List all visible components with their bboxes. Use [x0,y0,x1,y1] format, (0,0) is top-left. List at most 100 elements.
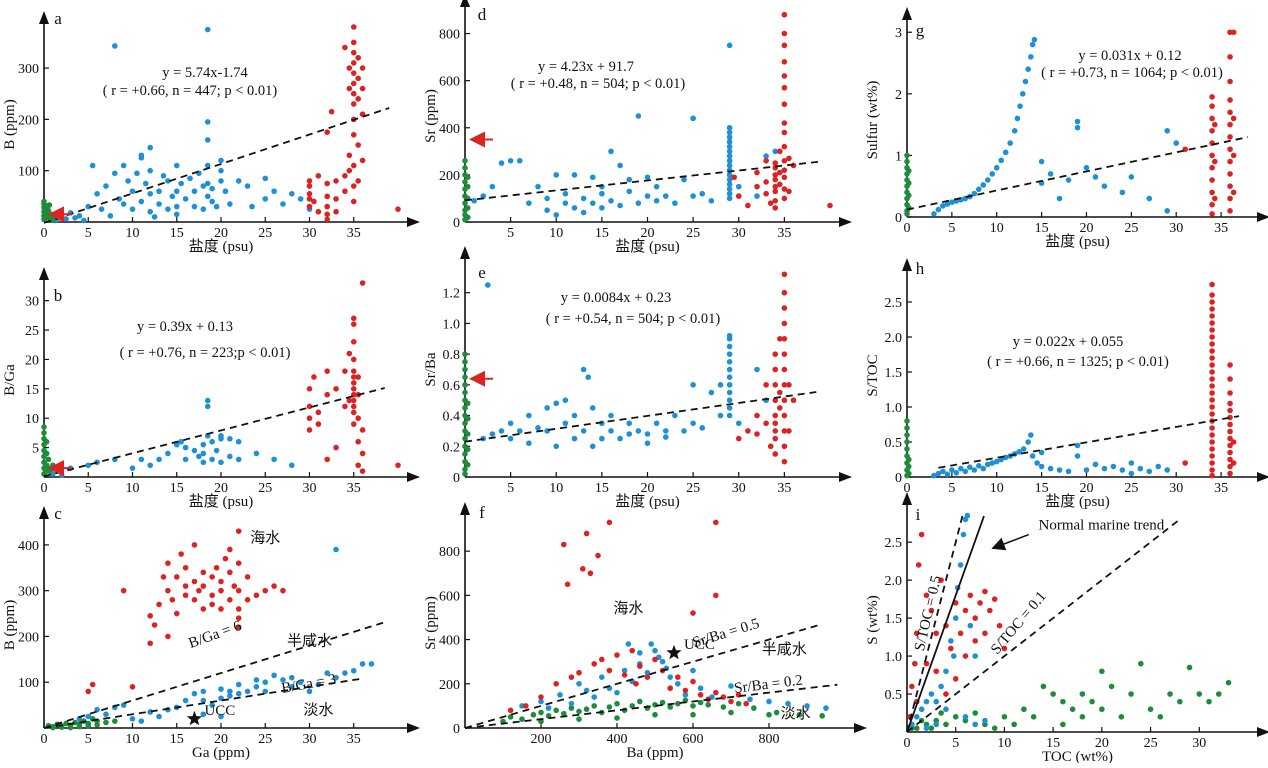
point-marine [772,397,779,404]
point-marine [200,583,207,589]
point-marine [359,280,366,286]
point-marine [772,160,779,166]
point-marine [1209,432,1215,438]
point-brackish [138,718,145,724]
point-marine [523,703,529,709]
point-freshwater [462,382,468,388]
x-tick-label: 35 [347,732,361,747]
point-marine [987,607,993,614]
ratio-line [906,511,965,733]
x-axis-label: 盐度 (psu) [189,493,254,510]
point-freshwater [705,701,711,708]
point-brackish [297,196,304,202]
y-axis-label: Sr (ppm) [423,89,439,143]
point-brackish [562,200,569,206]
point-brackish [280,201,286,207]
point-marine [342,173,348,179]
point-brackish [200,688,207,695]
point-brackish [289,190,295,197]
data-points-group [41,24,401,224]
point-brackish [1146,195,1153,202]
point-freshwater [538,709,544,716]
point-brackish [933,698,940,705]
point-brackish [553,400,560,407]
regression-equation: y = 0.022x + 0.055 [1013,334,1124,350]
point-marine [1227,463,1233,470]
point-freshwater [1138,660,1144,667]
point-brackish [726,139,733,145]
point-brackish [112,43,118,49]
point-brackish [244,183,251,189]
point-brackish [209,702,215,708]
point-brackish [213,203,220,210]
point-marine [182,564,189,571]
point-marine [1209,411,1215,417]
point-marine [938,577,944,583]
point-marine [754,412,760,419]
point-marine [333,196,339,202]
y-tick-label: 400 [439,122,460,137]
point-freshwater [507,714,514,720]
point-brackish [1038,463,1045,470]
x-tick-label: 15 [595,481,609,496]
point-brackish [147,144,153,151]
regression-equation: y = 5.74x-1.74 [162,65,248,81]
point-brackish [754,366,760,373]
point-brackish [662,434,669,440]
point-marine [763,190,769,197]
point-brackish [980,465,987,472]
point-marine [235,560,242,566]
point-brackish [726,148,733,155]
point-marine [972,638,978,644]
point-brackish [160,173,167,179]
x-tick-label: 5 [85,732,92,747]
point-marine [1211,121,1218,128]
point-marine [772,420,779,427]
point-brackish [359,661,366,667]
point-freshwater [697,699,704,706]
x-tick-label: 5 [85,226,92,241]
point-brackish [200,459,207,466]
y-tick-label: 2.5 [885,536,903,551]
point-brackish [271,672,277,679]
point-brackish [717,382,724,388]
point-brackish [967,622,974,629]
point-marine [1227,421,1233,428]
point-marine [1209,397,1215,403]
point-marine [772,205,779,211]
point-freshwater [519,716,525,722]
point-marine [1209,383,1215,389]
point-marine [781,59,788,65]
point-brackish [726,382,733,388]
point-freshwater [462,389,468,396]
point-marine [1209,313,1215,319]
point-marine [350,198,357,205]
point-brackish [672,412,678,419]
point-brackish [923,725,930,732]
point-freshwater [905,463,912,470]
point-brackish [485,282,491,288]
point-freshwater [819,713,825,719]
point-brackish [950,653,957,659]
data-points-group [904,29,1237,217]
point-brackish [262,175,269,182]
point-brackish [138,198,145,205]
y-tick-label: 800 [439,545,460,560]
point-marine [754,431,760,437]
point-marine [777,148,783,155]
point-brackish [85,462,92,469]
point-marine [350,397,357,404]
point-brackish [644,174,651,181]
point-marine [767,200,774,206]
point-freshwater [904,432,910,438]
y-tick-label: 3 [895,26,902,41]
point-marine [772,176,779,183]
point-marine [644,674,651,680]
point-brackish [516,428,523,434]
x-tick-label: 25 [686,226,700,241]
x-tick-label: 20 [1079,221,1093,236]
point-freshwater [530,711,537,718]
point-brackish [726,195,733,202]
point-marine [280,587,286,594]
point-marine [1211,195,1218,202]
